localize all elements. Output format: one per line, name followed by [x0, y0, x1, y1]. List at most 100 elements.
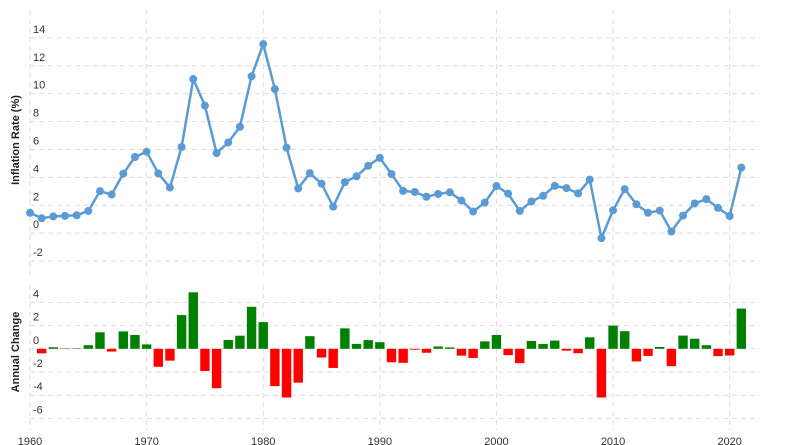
data-point	[714, 203, 723, 212]
x-tick-label: 1960	[18, 436, 42, 445]
data-point	[597, 234, 606, 243]
bar	[573, 348, 583, 354]
y-tick-label: -4	[33, 381, 43, 393]
data-point	[247, 72, 256, 81]
data-point	[480, 198, 489, 207]
bar	[631, 348, 642, 362]
data-point	[317, 179, 326, 188]
y-tick-label: 12	[33, 52, 45, 64]
data-point	[585, 175, 594, 184]
data-point	[609, 206, 618, 215]
data-point	[165, 183, 174, 192]
bar	[188, 292, 198, 349]
bar	[620, 331, 630, 349]
bar	[526, 340, 537, 349]
bar	[305, 336, 315, 349]
data-point	[702, 195, 711, 204]
data-point	[352, 172, 361, 181]
bar	[165, 348, 175, 361]
bar	[456, 348, 467, 356]
x-tick-label: 1980	[251, 436, 275, 445]
data-point	[130, 153, 139, 162]
bar	[211, 348, 222, 389]
y-tick-label: -2	[33, 247, 43, 259]
data-point	[574, 189, 583, 198]
data-point	[375, 153, 384, 162]
bar	[421, 348, 432, 353]
y-tick-label: 4	[33, 163, 39, 175]
data-point	[142, 147, 151, 156]
bar	[36, 348, 47, 354]
data-point	[434, 189, 443, 198]
bar	[95, 332, 105, 349]
y-tick-label: -6	[33, 404, 43, 416]
bar	[678, 335, 688, 349]
data-point	[37, 214, 46, 223]
y-tick-label: 2	[33, 312, 39, 324]
bar	[538, 344, 548, 349]
y-tick-label: 0	[33, 219, 39, 231]
bar	[398, 348, 408, 363]
data-point	[26, 208, 34, 217]
data-point	[504, 189, 513, 198]
bar	[130, 334, 140, 349]
bar	[736, 308, 747, 349]
data-point	[410, 188, 419, 197]
data-point	[235, 122, 244, 131]
data-point	[620, 185, 629, 194]
data-point	[282, 143, 291, 152]
data-point	[679, 211, 688, 220]
data-point	[107, 190, 116, 199]
x-tick-label: 1970	[134, 436, 158, 445]
data-point	[119, 169, 128, 178]
inflation-line	[29, 42, 743, 240]
data-point	[562, 184, 571, 193]
data-point	[329, 202, 338, 211]
bar	[235, 335, 245, 349]
data-point	[725, 212, 734, 221]
y-tick-label: 2	[33, 191, 39, 203]
bar	[246, 306, 257, 349]
bar	[106, 348, 117, 352]
data-point	[399, 186, 408, 195]
y-tick-label: 10	[33, 80, 45, 92]
bar	[270, 348, 280, 387]
bar	[83, 345, 94, 349]
bar	[608, 325, 618, 349]
data-point	[644, 208, 653, 217]
bar	[48, 347, 59, 349]
data-point	[60, 211, 69, 220]
data-point	[422, 192, 431, 201]
data-point	[212, 149, 221, 158]
bar	[550, 340, 560, 349]
bar	[118, 331, 128, 349]
bar	[200, 348, 210, 371]
bar	[445, 347, 455, 349]
data-point	[189, 75, 198, 84]
data-point	[49, 212, 58, 221]
bar	[643, 348, 653, 356]
data-point	[84, 206, 93, 215]
bar	[713, 348, 723, 357]
data-point	[550, 181, 559, 190]
bar	[328, 348, 338, 368]
y-tick-label: 0	[33, 335, 39, 347]
bar	[480, 341, 490, 349]
x-tick-label: 2000	[484, 436, 508, 445]
bar	[375, 342, 385, 349]
bar	[293, 348, 303, 383]
data-point	[177, 142, 186, 151]
data-point	[270, 85, 279, 94]
bar	[503, 348, 513, 356]
data-point	[492, 182, 501, 191]
bar	[141, 344, 152, 349]
bar	[363, 340, 373, 349]
data-point	[469, 207, 478, 216]
bar	[585, 337, 595, 349]
data-point	[457, 196, 466, 205]
y-tick-label: 8	[33, 108, 39, 120]
data-point	[154, 169, 163, 178]
data-point	[259, 40, 268, 49]
bar	[433, 346, 443, 349]
data-point	[737, 163, 746, 172]
